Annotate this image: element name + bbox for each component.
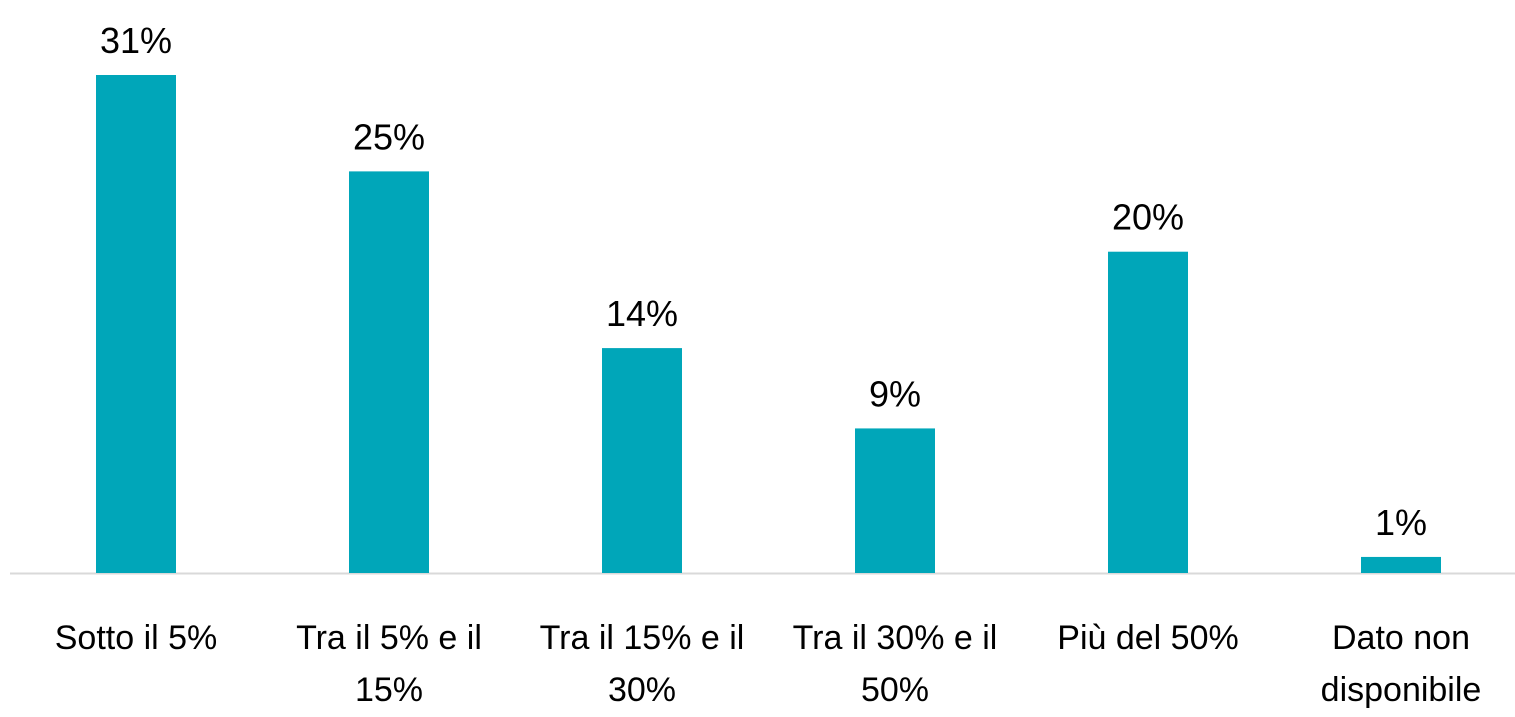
- x-tick-label: Tra il 5% e il 15%: [296, 619, 482, 709]
- bar: [1361, 556, 1441, 573]
- data-label: 14%: [606, 293, 678, 334]
- bar: [602, 348, 682, 573]
- bar: [96, 75, 176, 573]
- data-label: 1%: [1375, 502, 1427, 543]
- x-tick-label: Dato non disponibile: [1320, 619, 1482, 709]
- data-label: 25%: [353, 116, 425, 157]
- x-tick-label: Sotto il 5%: [54, 619, 218, 657]
- x-tick-label: Tra il 30% e il 50%: [792, 619, 998, 709]
- data-label: 20%: [1112, 197, 1184, 238]
- x-tick-label: Tra il 15% e il 30%: [539, 619, 745, 709]
- data-label: 9%: [869, 373, 921, 414]
- data-label: 31%: [100, 20, 172, 61]
- bar: [1108, 251, 1188, 574]
- x-tick-label: Più del 50%: [1057, 619, 1239, 657]
- bar: [349, 171, 429, 574]
- bar: [855, 428, 935, 573]
